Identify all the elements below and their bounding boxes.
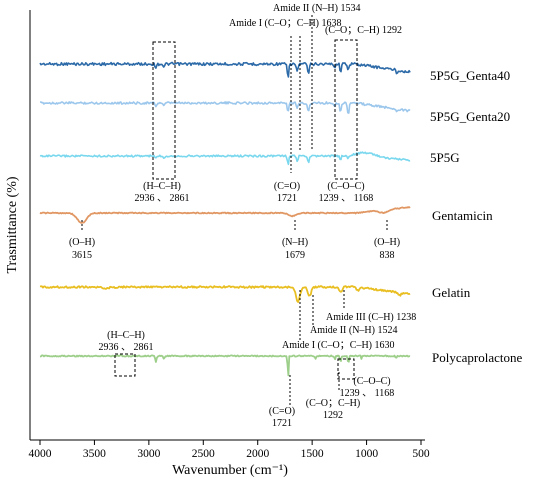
- annotation-amide2-top: Amide II (N–H) 1534: [273, 3, 360, 14]
- annotation-coc-top-label: (C–O–C): [327, 181, 364, 192]
- spectrum-line-polycaprolactone: [39, 354, 411, 377]
- annotation-hch-top-values: 2936 、 2861: [135, 193, 190, 204]
- x-tick-label: 500: [412, 448, 430, 460]
- series-label-5p5g: 5P5G: [430, 150, 460, 165]
- x-tick-label: 1500: [301, 448, 324, 460]
- annotation-oh-left-value: 3615: [72, 250, 92, 261]
- annotation-oh-right-label: (O–H): [374, 237, 400, 248]
- box-coc-bot: [337, 358, 355, 380]
- annotation-hch-bot-values: 2936 、 2861: [99, 342, 154, 353]
- annotation-nh-mid-value: 1679: [285, 250, 305, 261]
- series-label-5p5g-genta40: 5P5G_Genta40: [430, 68, 510, 83]
- x-tick-label: 2500: [192, 448, 215, 460]
- annotation-oh-left-label: (O–H): [69, 237, 95, 248]
- annotation-co-ch-top: (C–O；C–H) 1292: [325, 25, 402, 36]
- annotation-amide3-gelatin: Amide III (C–H) 1238: [326, 312, 416, 323]
- annotation-coch-bot-label: (C–O；C–H): [306, 398, 360, 409]
- annotation-co-bot-label: (C=O): [269, 406, 295, 417]
- x-tick-label: 2000: [246, 448, 269, 460]
- annotation-amide2-gelatin: Amide II (N–H) 1524: [310, 325, 397, 336]
- x-tick-label: 4000: [29, 448, 52, 460]
- annotation-co-bot-value: 1721: [272, 418, 292, 429]
- box-coc-top: [334, 39, 358, 180]
- annotation-coc-bot-values: 1239 、 1168: [340, 388, 395, 399]
- annotation-hch-bot-label: (H–C–H): [107, 330, 145, 341]
- x-tick-label: 1000: [355, 448, 378, 460]
- x-tick-label: 3500: [83, 448, 106, 460]
- x-ticks: 4000 3500 3000 2500 2000 1500 1000 500: [29, 440, 430, 460]
- spectrum-line-gentamicin: [39, 206, 411, 224]
- annotation-nh-mid-label: (N–H): [282, 237, 308, 248]
- series-label-gentamicin: Gentamicin: [432, 208, 493, 223]
- x-axis-title: Wavenumber (cm⁻¹): [172, 463, 288, 478]
- band-guides: [81, 15, 388, 405]
- spectrum-line-gelatin: [39, 285, 411, 303]
- box-hch-bot: [114, 353, 136, 377]
- annotation-amide1-top: Amide I (C–O；C–H) 1638: [229, 18, 342, 29]
- spectrum-line-5p5g-genta40: [39, 61, 411, 78]
- series-label-polycaprolactone: Polycaprolactone: [432, 350, 522, 365]
- annotation-co-top-value: 1721: [277, 193, 297, 204]
- y-axis-title: Trasmittance (%): [5, 176, 20, 273]
- spectra: [39, 61, 411, 377]
- spectrum-line-5p5g: [39, 151, 411, 166]
- annotation-co-top-label: (C=O): [274, 181, 300, 192]
- annotation-oh-right-value: 838: [380, 250, 395, 261]
- annotation-coch-bot-value: 1292: [323, 410, 343, 421]
- series-label-5p5g-genta20: 5P5G_Genta20: [430, 109, 510, 124]
- x-tick-label: 3000: [137, 448, 160, 460]
- annotation-amide1-gelatin: Amide I (C–O；C–H) 1630: [282, 340, 395, 351]
- annotation-hch-top-label: (H–C–H): [143, 181, 181, 192]
- annotation-coc-top-values: 1239 、 1168: [319, 193, 374, 204]
- box-hch-top: [152, 41, 176, 180]
- annotation-coc-bot-label: (C–O–C): [353, 376, 390, 387]
- series-label-gelatin: Gelatin: [432, 285, 471, 300]
- spectrum-line-5p5g-genta20: [39, 101, 411, 114]
